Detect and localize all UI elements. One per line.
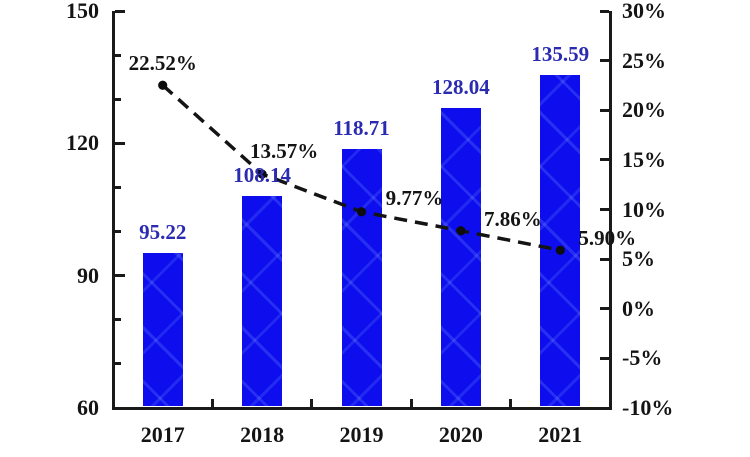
right-major-tick bbox=[599, 59, 609, 63]
growth-rate-label: 13.57% bbox=[249, 139, 319, 164]
x-axis-tick bbox=[409, 398, 413, 407]
x-axis-tick bbox=[509, 398, 513, 407]
x-axis-category-label: 2017 bbox=[140, 422, 185, 447]
left-major-tick bbox=[114, 406, 125, 410]
left-major-tick bbox=[114, 9, 125, 13]
right-major-tick bbox=[599, 9, 609, 13]
x-axis-line bbox=[111, 406, 612, 410]
bar-value-label: 95.22 bbox=[139, 219, 187, 244]
right-major-tick bbox=[599, 257, 609, 261]
left-minor-tick bbox=[114, 185, 121, 189]
x-axis-tick bbox=[310, 398, 314, 407]
bar-value-label: 118.71 bbox=[333, 116, 390, 141]
right-axis-tick-label: 20% bbox=[622, 97, 666, 123]
left-axis-tick-label: 150 bbox=[66, 0, 99, 23]
x-axis-category-label: 2019 bbox=[339, 422, 384, 447]
left-minor-tick bbox=[114, 97, 121, 101]
right-axis-tick-label: 0% bbox=[622, 295, 655, 321]
left-minor-tick bbox=[114, 53, 121, 57]
right-major-tick bbox=[599, 406, 609, 410]
right-major-tick bbox=[599, 158, 609, 162]
bar-value-label: 135.59 bbox=[531, 41, 590, 66]
bar-2017 bbox=[142, 252, 183, 407]
right-axis-tick-label: 5% bbox=[622, 246, 655, 272]
right-axis-tick-label: -10% bbox=[622, 395, 674, 420]
x-axis-category-label: 2020 bbox=[438, 422, 483, 447]
growth-rate-label: 22.52% bbox=[128, 51, 197, 76]
right-axis-tick-label: -5% bbox=[622, 345, 663, 371]
left-major-tick bbox=[114, 141, 125, 145]
x-axis-category-label: 2018 bbox=[240, 422, 285, 447]
bar-2018 bbox=[242, 195, 283, 407]
left-axis-tick-label: 90 bbox=[77, 262, 99, 288]
left-major-tick bbox=[114, 274, 125, 278]
left-axis-tick-label: 120 bbox=[66, 130, 99, 156]
left-minor-tick bbox=[114, 230, 121, 234]
right-major-tick bbox=[599, 108, 609, 112]
left-axis-line bbox=[111, 11, 115, 410]
bar-value-label: 108.14 bbox=[233, 162, 291, 187]
x-axis-category-label: 2021 bbox=[538, 422, 583, 447]
right-axis-line bbox=[608, 11, 612, 410]
left-axis-tick-label: 60 bbox=[77, 395, 99, 420]
left-minor-tick bbox=[114, 318, 121, 322]
right-major-tick bbox=[599, 307, 609, 311]
bar-2020 bbox=[440, 107, 481, 407]
bar-value-label: 128.04 bbox=[432, 74, 490, 99]
right-axis-tick-label: 10% bbox=[622, 196, 666, 222]
data-point-marker bbox=[158, 80, 168, 90]
right-axis-tick-label: 30% bbox=[622, 0, 666, 23]
growth-rate-label: 9.77% bbox=[385, 185, 444, 210]
right-axis-tick-label: 25% bbox=[622, 47, 666, 73]
growth-rate-label: 7.86% bbox=[484, 206, 542, 231]
left-minor-tick bbox=[114, 362, 121, 366]
growth-rate-label: 5.90% bbox=[578, 226, 637, 251]
right-axis-tick-label: 15% bbox=[622, 146, 666, 172]
x-axis-tick bbox=[210, 398, 214, 407]
right-major-tick bbox=[599, 208, 609, 211]
right-major-tick bbox=[599, 356, 609, 360]
